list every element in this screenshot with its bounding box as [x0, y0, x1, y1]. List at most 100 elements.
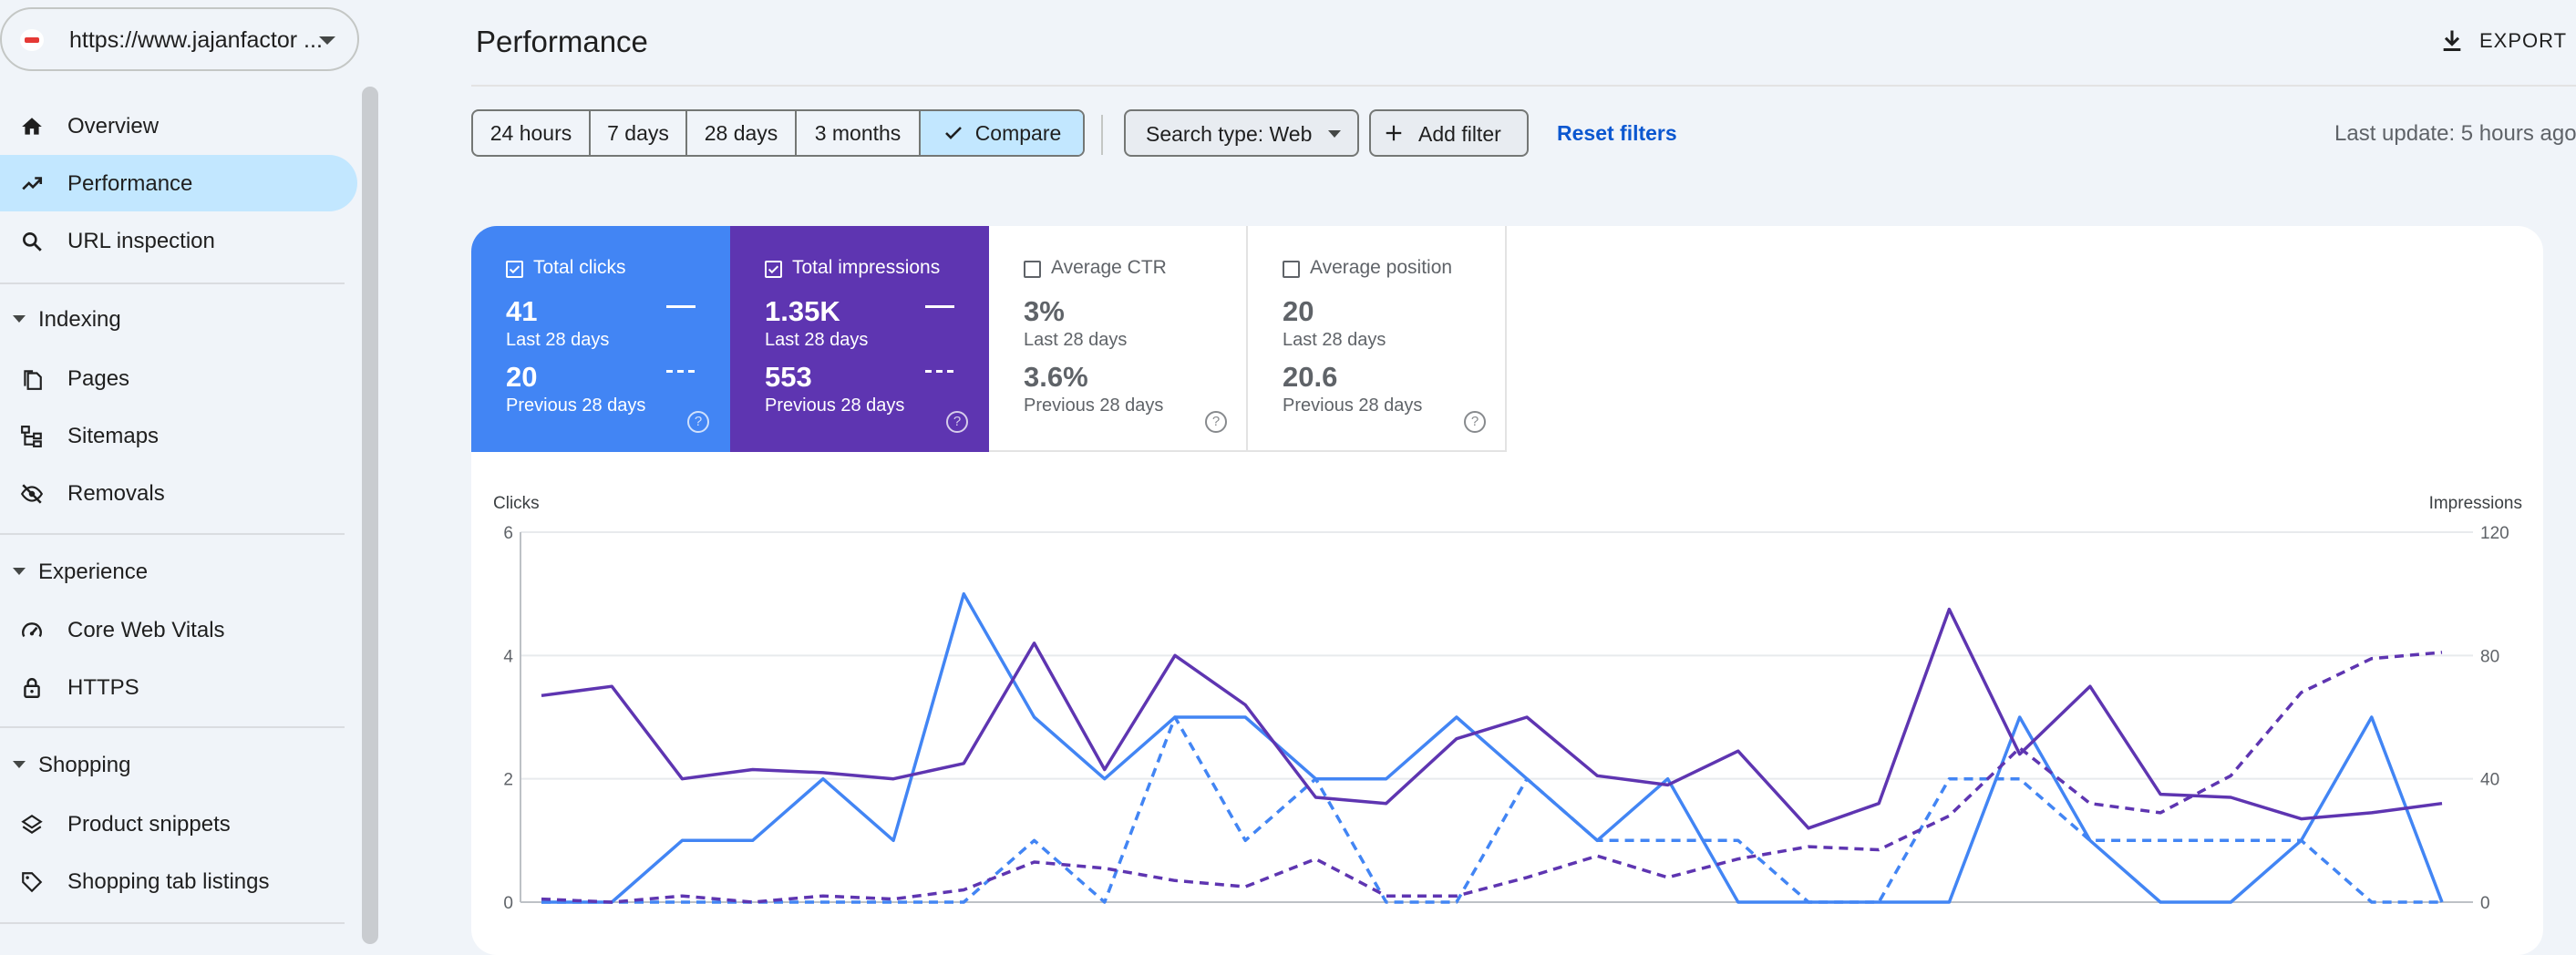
range-24-hours[interactable]: 24 hours [473, 111, 591, 155]
series-line-clicks-dashed [541, 715, 2442, 904]
solid-line-legend-icon [925, 305, 954, 308]
export-button[interactable]: EXPORT [2439, 22, 2576, 62]
metric-current-period: Last 28 days [506, 330, 610, 350]
date-range-selector: 24 hours 7 days 28 days 3 months Compare [471, 109, 1085, 157]
visibility-off-icon [20, 484, 44, 504]
collapse-caret-icon [13, 315, 26, 323]
sidebar-item-sitemaps[interactable]: Sitemaps [0, 407, 357, 464]
metric-current-value: 3% [1024, 295, 1065, 327]
range-compare-label: Compare [974, 120, 1062, 145]
chart-grid [520, 531, 2473, 903]
sidebar-item-label: Sitemaps [67, 424, 160, 448]
range-3-months[interactable]: 3 months [797, 111, 921, 155]
metric-current-period: Last 28 days [765, 330, 869, 350]
add-filter-button[interactable]: Add filter [1369, 109, 1529, 157]
metric-tile-position[interactable]: Average position 20 Last 28 days 20.6 Pr… [1248, 226, 1507, 452]
metric-previous-value: 3.6% [1024, 361, 1088, 393]
collapse-caret-icon [13, 761, 26, 768]
right-axis-title: Impressions [2429, 494, 2522, 513]
download-icon [2443, 30, 2461, 52]
solid-line-legend-icon [666, 305, 696, 308]
chart-series [541, 591, 2444, 904]
property-selector[interactable]: https://www.jajanfactor ... [0, 7, 359, 71]
add-filter-label: Add filter [1418, 122, 1501, 146]
sidebar-divider [0, 922, 345, 924]
sidebar-item-removals[interactable]: Removals [0, 465, 357, 521]
tag-icon [22, 872, 43, 893]
dashed-line-legend-icon [925, 370, 954, 373]
sidebar-item-https[interactable]: HTTPS [0, 659, 357, 715]
metric-label: Average position [1310, 257, 1453, 278]
section-shopping[interactable]: Shopping [0, 744, 357, 789]
speed-icon [22, 622, 42, 638]
range-7-days[interactable]: 7 days [591, 111, 687, 155]
checkbox-checked-icon [506, 261, 523, 278]
home-icon [22, 118, 42, 135]
metric-current-value: 1.35K [765, 295, 840, 327]
y-tick-label-right: 120 [2480, 524, 2509, 543]
sitemap-icon [21, 426, 42, 447]
metric-current-value: 20 [1283, 295, 1314, 327]
metric-current-period: Last 28 days [1283, 330, 1386, 350]
metric-previous-value: 20.6 [1283, 361, 1338, 393]
sidebar-item-shopping-tab-listings[interactable]: Shopping tab listings [0, 853, 357, 909]
y-tick-label-left: 0 [503, 894, 513, 909]
help-icon[interactable]: ? [1205, 411, 1227, 433]
sidebar-item-product-snippets[interactable]: Product snippets [0, 796, 357, 852]
dashed-line-legend-icon [666, 370, 696, 373]
sidebar-item-core-web-vitals[interactable]: Core Web Vitals [0, 601, 357, 658]
metric-previous-value: 20 [506, 361, 538, 393]
sidebar-divider [0, 726, 345, 728]
sidebar-item-pages[interactable]: Pages [0, 350, 357, 406]
pages-icon [24, 370, 42, 390]
series-line-impressions-dashed [541, 651, 2443, 904]
sidebar-item-label: Pages [67, 366, 130, 391]
chart-axes: Clicks Impressions 002404806120369121518… [493, 494, 2522, 909]
metric-current-period: Last 28 days [1024, 330, 1128, 350]
dropdown-caret-icon [1328, 130, 1341, 138]
series-line-clicks-solid [541, 591, 2444, 904]
sidebar-item-label: Core Web Vitals [67, 618, 225, 642]
series-line-impressions-solid [541, 607, 2443, 830]
sidebar-item-label: HTTPS [67, 675, 139, 700]
range-28-days[interactable]: 28 days [687, 111, 797, 155]
page-title: Performance [476, 25, 648, 58]
metric-label: Total impressions [792, 257, 941, 278]
checkbox-unchecked-icon [1024, 261, 1041, 278]
help-icon[interactable]: ? [687, 411, 709, 433]
performance-chart[interactable]: Clicks Impressions 002404806120369121518… [471, 481, 2543, 909]
metric-previous-period: Previous 28 days [1283, 395, 1423, 416]
sidebar-item-performance[interactable]: Performance [0, 155, 357, 211]
metric-previous-value: 553 [765, 361, 812, 393]
sidebar-item-label: Shopping tab listings [67, 869, 270, 894]
header-divider [471, 85, 2576, 87]
metric-previous-period: Previous 28 days [506, 395, 646, 416]
section-indexing[interactable]: Indexing [0, 298, 357, 344]
sidebar-item-url-inspection[interactable]: URL inspection [0, 212, 357, 269]
metric-previous-period: Previous 28 days [765, 395, 905, 416]
section-label: Indexing [38, 307, 121, 332]
performance-card: Total clicks 41 Last 28 days 20 Previous… [471, 226, 2543, 955]
help-icon[interactable]: ? [946, 411, 968, 433]
sidebar-item-overview[interactable]: Overview [0, 98, 357, 154]
y-tick-label-left: 2 [503, 771, 513, 790]
property-url: https://www.jajanfactor ... [69, 27, 323, 53]
y-tick-label-left: 6 [503, 524, 513, 543]
metric-tile-impressions[interactable]: Total impressions 1.35K Last 28 days 553… [730, 226, 989, 452]
section-label: Shopping [38, 753, 131, 777]
last-update-text: Last update: 5 hours ago [2334, 121, 2576, 146]
search-type-dropdown[interactable]: Search type: Web [1124, 109, 1359, 157]
metric-tile-ctr[interactable]: Average CTR 3% Last 28 days 3.6% Previou… [989, 226, 1248, 452]
reset-filters-link[interactable]: Reset filters [1557, 121, 1677, 145]
range-compare[interactable]: Compare [921, 111, 1083, 155]
y-tick-label-right: 0 [2480, 894, 2490, 909]
dropdown-caret-icon [319, 36, 335, 45]
section-label: Experience [38, 560, 149, 584]
help-icon[interactable]: ? [1464, 411, 1486, 433]
section-experience[interactable]: Experience [0, 550, 357, 596]
metric-label: Average CTR [1051, 257, 1167, 278]
check-icon [944, 127, 962, 139]
sidebar-scrollbar[interactable] [362, 87, 378, 944]
metric-tile-clicks[interactable]: Total clicks 41 Last 28 days 20 Previous… [471, 226, 730, 452]
y-tick-label-right: 40 [2480, 771, 2499, 790]
